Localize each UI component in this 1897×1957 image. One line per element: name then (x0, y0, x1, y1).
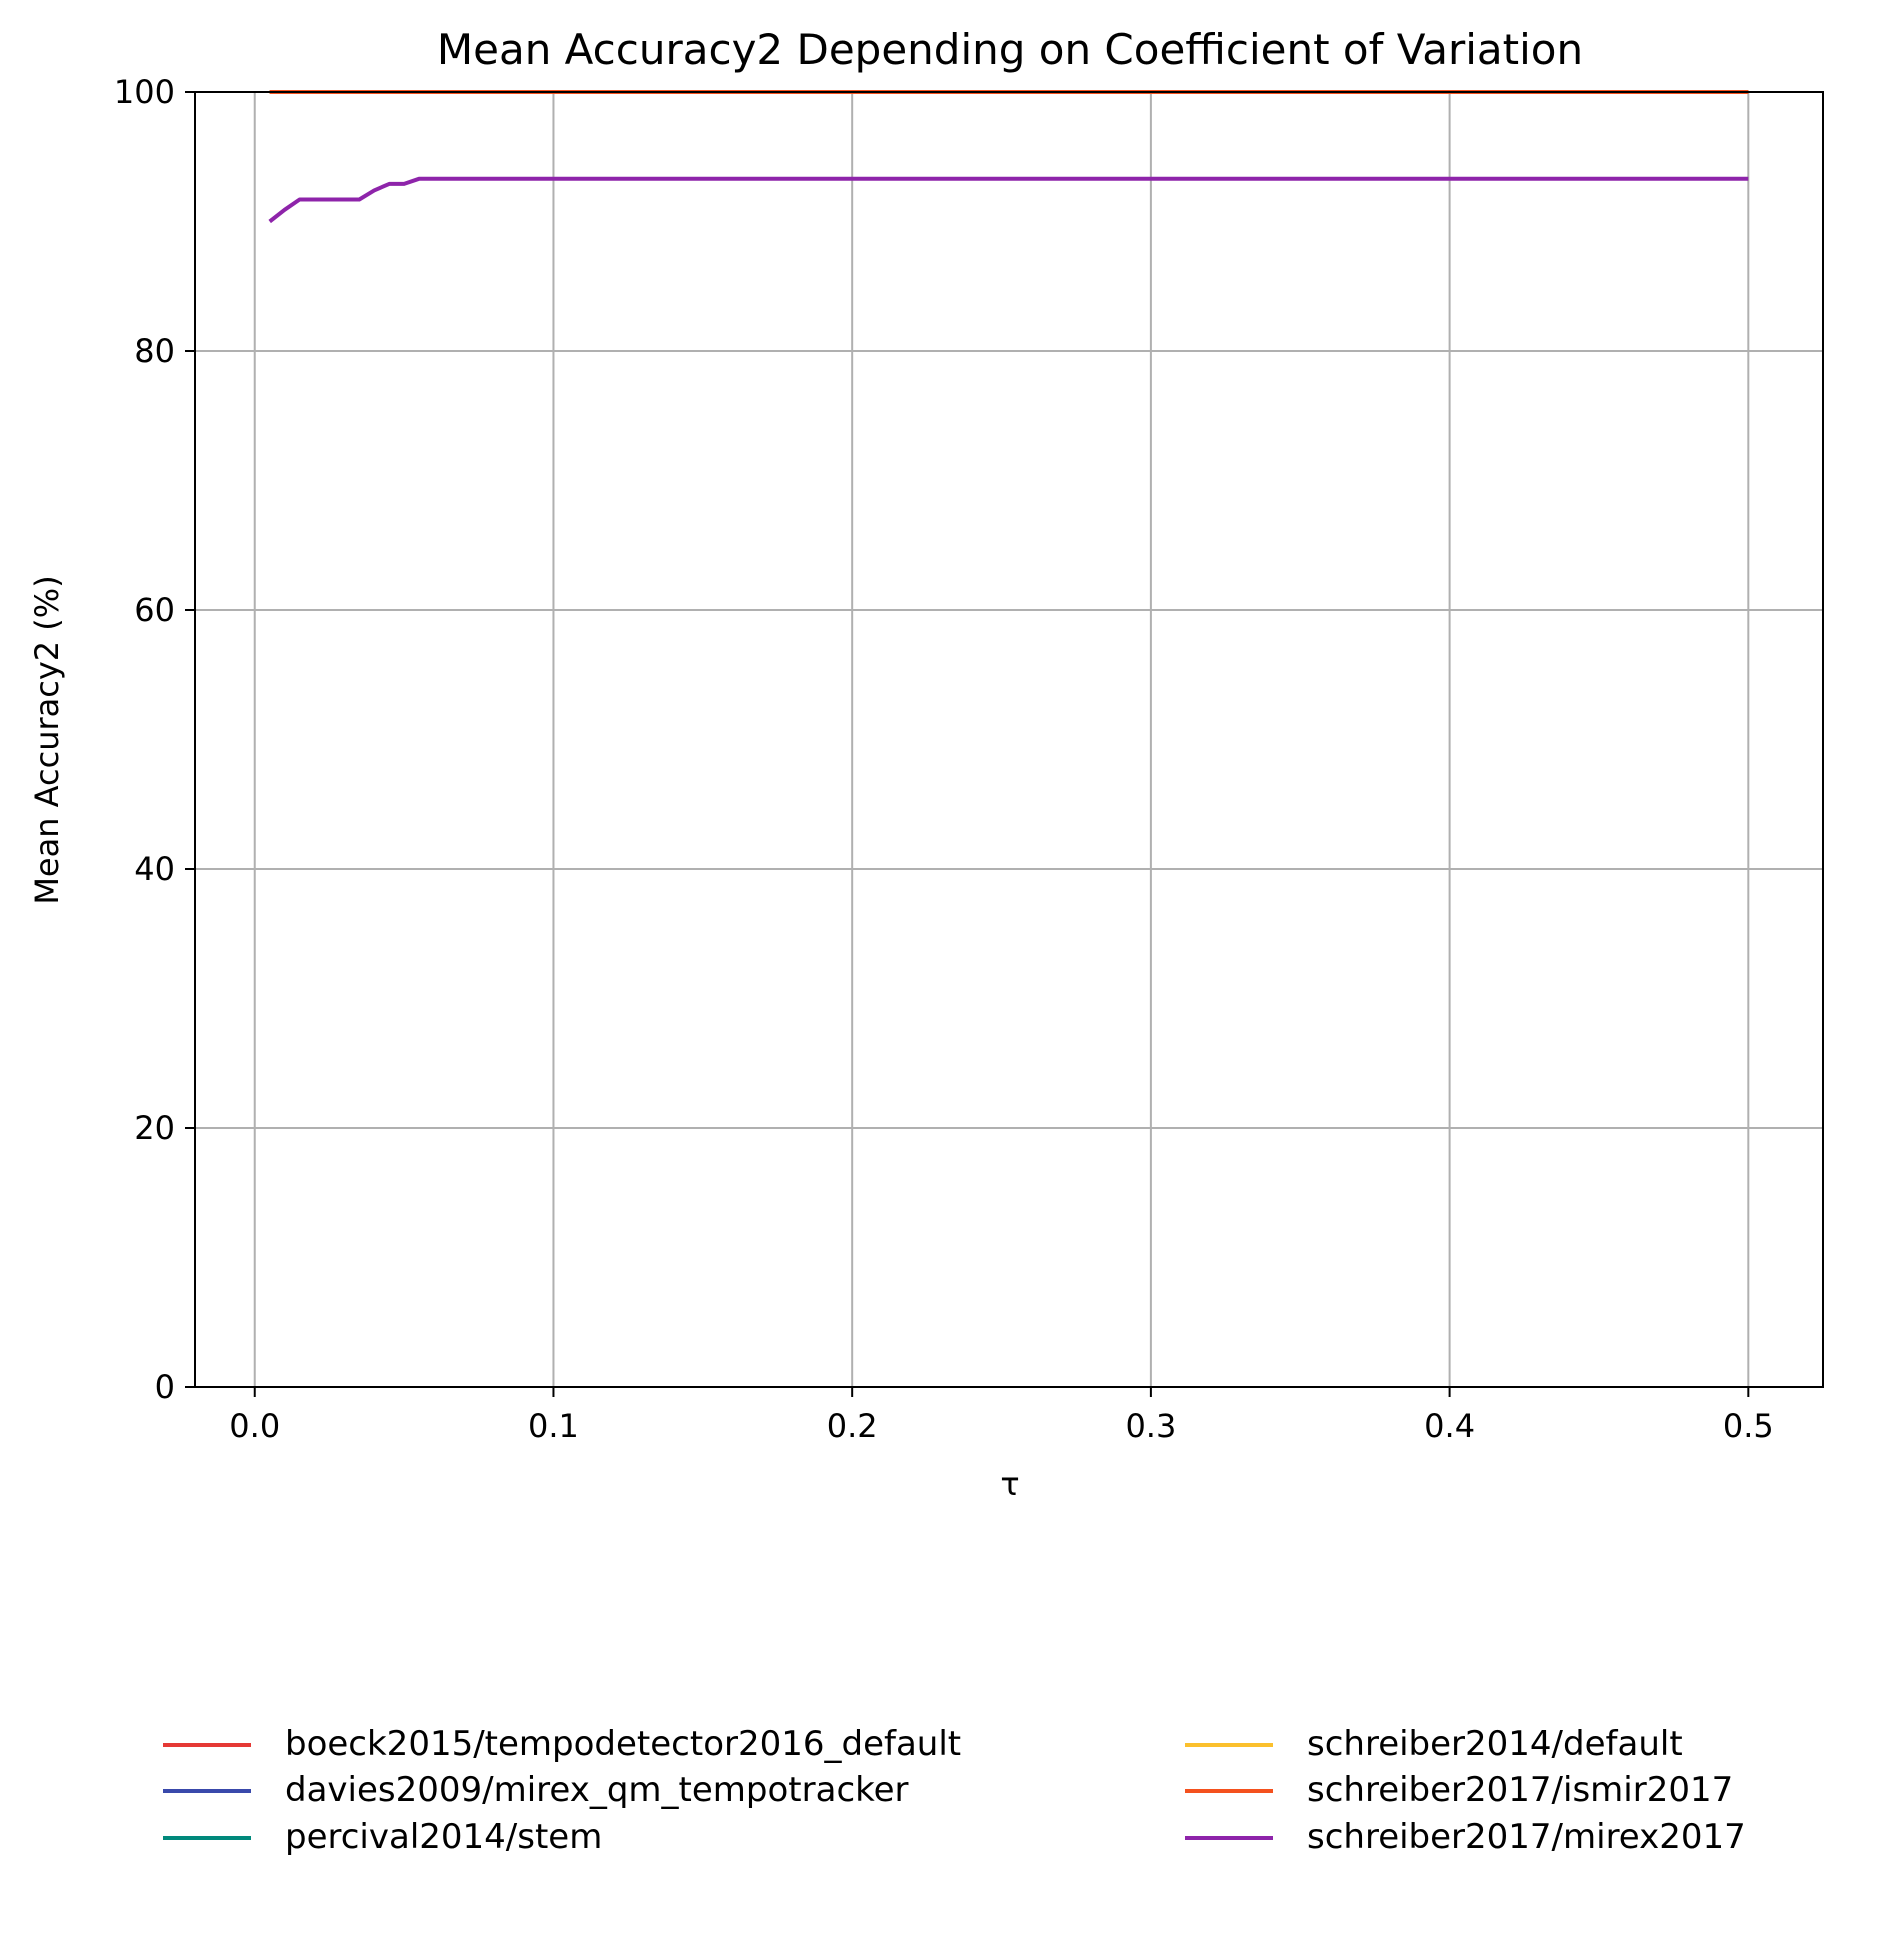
x-tick-label: 0.3 (1125, 1407, 1176, 1445)
y-tick-label: 100 (114, 73, 175, 111)
series-line-schreiber2017-mirex2017 (268, 176, 1749, 224)
y-tick-label: 60 (134, 591, 175, 629)
y-tick-label: 40 (134, 850, 175, 888)
legend-label: schreiber2017/ismir2017 (1307, 1770, 1733, 1810)
legend-label: percival2014/stem (285, 1817, 602, 1857)
y-tick-label: 0 (155, 1368, 175, 1406)
x-tick-label: 0.2 (827, 1407, 878, 1445)
x-axis-label: τ (1000, 1465, 1019, 1503)
y-axis-label: Mean Accuracy2 (%) (28, 575, 66, 904)
y-tick-label: 20 (134, 1109, 175, 1147)
x-tick-label: 0.4 (1424, 1407, 1475, 1445)
plot-frame (194, 91, 1824, 1388)
axis-ticks: 0.0 0.1 0.2 0.3 0.4 0.5 0 20 40 60 80 100 (114, 73, 1774, 1445)
legend-label: boeck2015/tempodetector2016_default (285, 1724, 961, 1764)
legend: boeck2015/tempodetector2016_defaultdavie… (163, 1724, 1746, 1857)
legend-label: davies2009/mirex_qm_tempotracker (285, 1770, 909, 1810)
legend-label: schreiber2017/mirex2017 (1307, 1817, 1746, 1857)
x-tick-label: 0.0 (229, 1407, 280, 1445)
chart-title: Mean Accuracy2 Depending on Coefficient … (437, 25, 1583, 74)
x-tick-label: 0.5 (1723, 1407, 1774, 1445)
y-tick-label: 80 (134, 332, 175, 370)
x-tick-label: 0.1 (528, 1407, 579, 1445)
legend-label: schreiber2014/default (1307, 1724, 1683, 1764)
